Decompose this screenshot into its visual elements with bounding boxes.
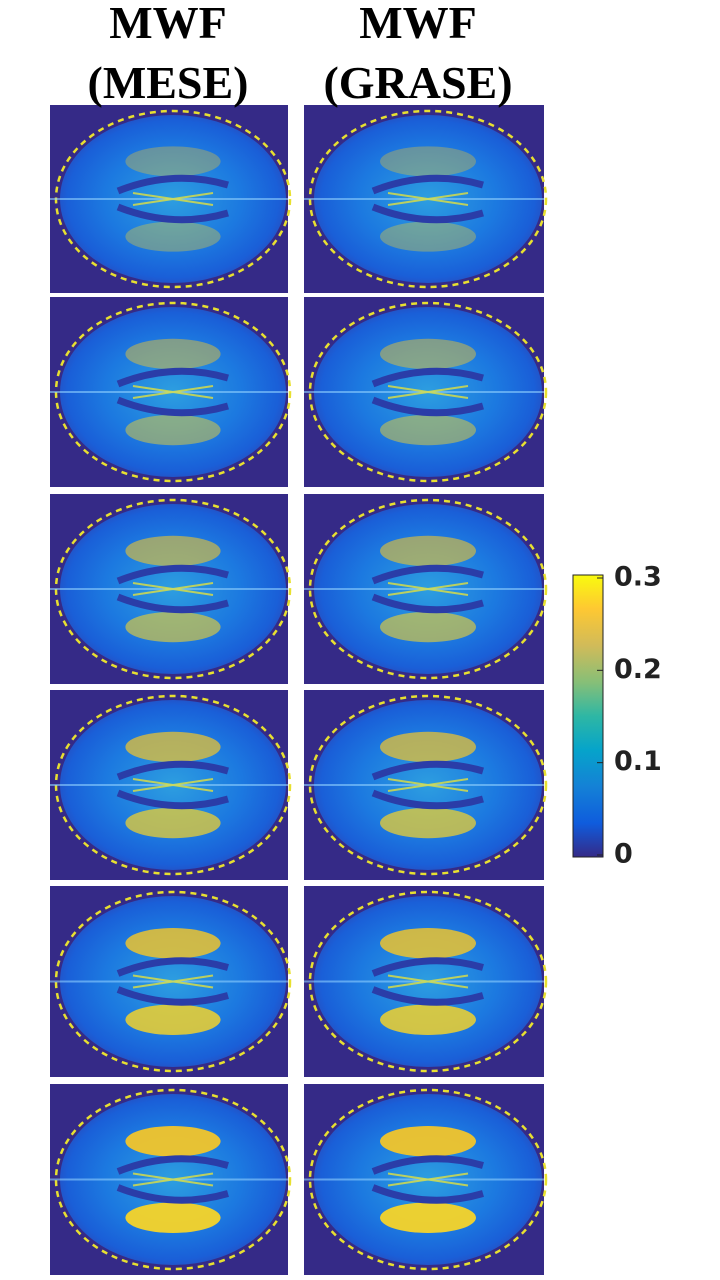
white-matter <box>380 1004 476 1035</box>
column-title: (MESE) <box>88 57 249 108</box>
ventricle <box>116 760 229 810</box>
ventricle-edge <box>132 385 214 399</box>
ventricle <box>371 174 484 224</box>
mri-panels <box>50 105 548 1275</box>
white-matter <box>380 535 476 567</box>
colorbar-ticks: 0 0.1 0.2 0.3 <box>597 562 662 870</box>
mri-panel <box>50 886 292 1077</box>
white-matter <box>125 1126 221 1157</box>
ventricle <box>116 957 229 1006</box>
ventricle-edge <box>387 582 469 596</box>
white-matter <box>380 611 476 643</box>
column-title: MWF <box>359 0 477 48</box>
white-matter <box>125 611 221 643</box>
column-title: (GRASE) <box>323 57 512 108</box>
ventricle-edge <box>387 385 469 399</box>
mri-panel <box>50 494 292 684</box>
ventricle <box>371 760 484 810</box>
ventricle <box>371 564 484 614</box>
white-matter <box>380 338 476 370</box>
ventricle-edge <box>132 192 214 206</box>
mri-panel <box>50 690 292 880</box>
column-titles: MWF (MESE) MWF (GRASE) <box>88 0 513 108</box>
white-matter <box>125 807 221 839</box>
brain-rim <box>308 1088 548 1271</box>
brain-rim <box>308 694 548 876</box>
white-matter <box>380 928 476 959</box>
white-matter <box>125 338 221 370</box>
white-matter <box>380 414 476 446</box>
white-matter <box>125 731 221 763</box>
colorbar <box>572 574 604 858</box>
mri-panel <box>304 886 548 1077</box>
mri-panel <box>50 105 292 293</box>
ventricle-edge <box>132 582 214 596</box>
mri-panel <box>304 690 548 880</box>
ventricle-edge <box>387 192 469 206</box>
white-matter <box>125 414 221 446</box>
white-matter <box>380 146 476 177</box>
mri-panel <box>304 494 548 684</box>
white-matter <box>125 1004 221 1035</box>
ventricle <box>371 957 484 1006</box>
brain-rim <box>308 890 548 1073</box>
ventricle <box>116 174 229 224</box>
white-matter <box>380 807 476 839</box>
colorbar-tick-label: 0.2 <box>614 654 662 685</box>
brain-rim <box>54 1088 292 1271</box>
colorbar-tick-label: 0 <box>614 839 633 870</box>
column-title: MWF <box>109 0 227 48</box>
brain-rim <box>308 301 548 483</box>
ventricle <box>371 1155 484 1204</box>
brain-rim <box>308 109 548 289</box>
mri-panel <box>304 105 548 293</box>
ventricle <box>116 367 229 417</box>
brain-rim <box>308 498 548 680</box>
white-matter <box>380 221 476 252</box>
white-matter <box>125 221 221 252</box>
white-matter <box>125 535 221 567</box>
mri-panel <box>50 1084 292 1275</box>
colorbar-tick-label: 0.1 <box>614 746 662 777</box>
mri-panel <box>50 297 292 487</box>
ventricle-edge <box>387 778 469 792</box>
white-matter <box>125 146 221 177</box>
ventricle-edge <box>132 974 214 989</box>
white-matter <box>125 928 221 959</box>
brain-rim <box>54 890 292 1073</box>
ventricle-edge <box>132 1172 214 1187</box>
ventricle <box>116 564 229 614</box>
mri-panel <box>304 297 548 487</box>
ventricle-edge <box>387 1172 469 1187</box>
white-matter <box>380 1202 476 1233</box>
white-matter <box>125 1202 221 1233</box>
ventricle <box>371 367 484 417</box>
white-matter <box>380 1126 476 1157</box>
ventricle <box>116 1155 229 1204</box>
ventricle-edge <box>132 778 214 792</box>
white-matter <box>380 731 476 763</box>
colorbar-tick-label: 0.3 <box>614 562 662 593</box>
ventricle-edge <box>387 974 469 989</box>
mri-panel <box>304 1084 548 1275</box>
